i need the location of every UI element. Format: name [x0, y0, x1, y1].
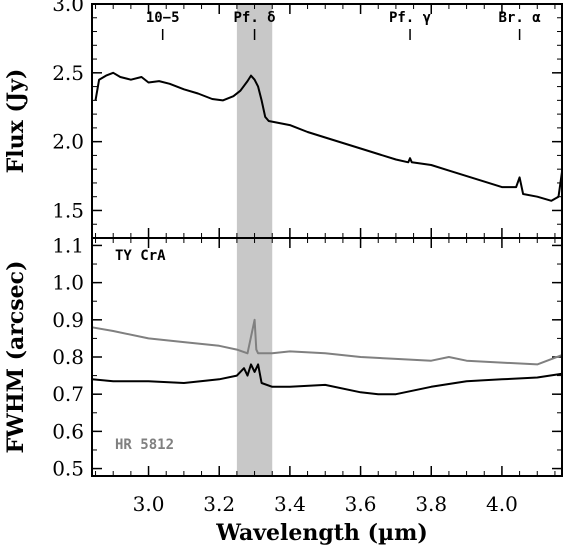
line-marker-label: Pf. δ — [233, 10, 275, 26]
fwhm-shaded-band — [236, 238, 273, 476]
line-marker-label: Br. α — [499, 10, 541, 26]
x-tick-label: 3.2 — [203, 492, 235, 516]
legend-ty-cra: TY CrA — [115, 248, 166, 264]
fwhm-panel-frame — [91, 237, 563, 477]
fwhm-y-tick-label: 0.7 — [52, 382, 84, 406]
fwhm-y-tick-label: 0.8 — [52, 345, 84, 369]
flux-y-tick-label: 2.5 — [52, 61, 84, 85]
flux-y-axis-title: Flux (Jy) — [3, 69, 29, 174]
line-marker-label: Pf. γ — [389, 10, 431, 26]
flux-series-0-line — [94, 71, 563, 202]
fwhm-y-axis-title: FWHM (arcsec) — [3, 261, 29, 454]
flux-y-tick-label: 2.0 — [52, 130, 84, 154]
fwhm-series-0-line — [91, 363, 563, 396]
flux-shaded-band — [236, 4, 273, 238]
x-tick-label: 3.0 — [133, 492, 165, 516]
fwhm-y-tick-label: 0.6 — [52, 419, 84, 443]
flux-y-tick-label: 1.5 — [52, 198, 84, 222]
x-axis-title: Wavelength (µm) — [215, 520, 428, 546]
x-tick-label: 3.4 — [274, 492, 306, 516]
fwhm-y-tick-label: 1.1 — [52, 233, 84, 257]
fwhm-y-tick-label: 0.9 — [52, 308, 84, 332]
fwhm-y-tick-label: 0.5 — [52, 457, 84, 481]
flux-y-tick-label: 3.0 — [52, 0, 84, 16]
fwhm-y-tick-label: 1.0 — [52, 271, 84, 295]
line-marker-label: 10−5 — [146, 10, 180, 26]
fwhm-series-1-line — [91, 318, 563, 366]
legend-hr-5812: HR 5812 — [115, 437, 174, 453]
x-tick-label: 3.8 — [415, 492, 447, 516]
x-tick-label: 4.0 — [486, 492, 518, 516]
x-tick-label: 3.6 — [345, 492, 377, 516]
